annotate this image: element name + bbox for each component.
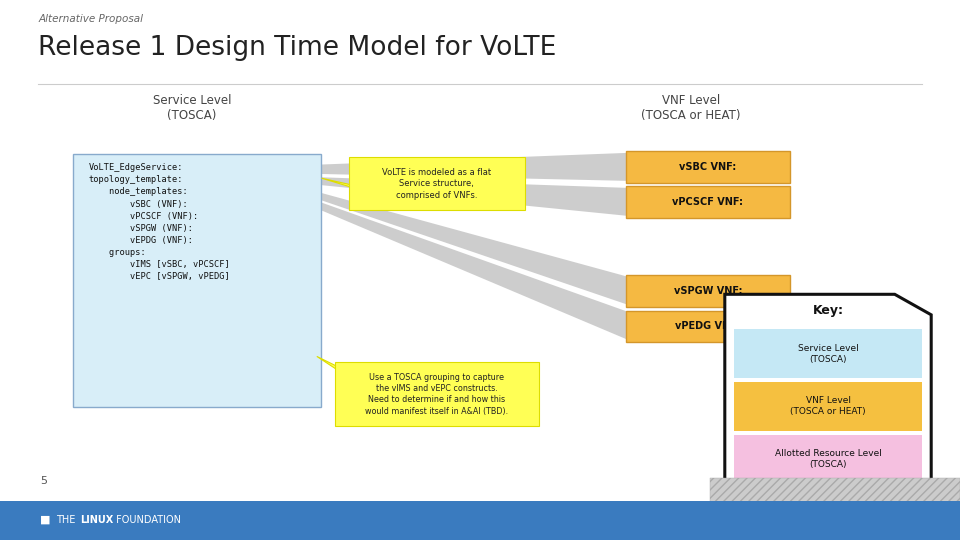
FancyBboxPatch shape bbox=[626, 151, 790, 183]
Polygon shape bbox=[317, 192, 629, 305]
Polygon shape bbox=[317, 356, 454, 424]
Text: Alternative Proposal: Alternative Proposal bbox=[38, 14, 143, 24]
Polygon shape bbox=[317, 177, 629, 216]
Text: Key:: Key: bbox=[812, 304, 844, 317]
Text: VNF Level
(TOSCA or HEAT): VNF Level (TOSCA or HEAT) bbox=[790, 396, 866, 416]
Text: vPEDG VNF:: vPEDG VNF: bbox=[676, 321, 740, 331]
Polygon shape bbox=[317, 153, 629, 181]
Polygon shape bbox=[725, 294, 931, 489]
Polygon shape bbox=[322, 178, 454, 208]
FancyBboxPatch shape bbox=[349, 157, 524, 210]
FancyBboxPatch shape bbox=[626, 186, 790, 218]
Text: Service Level
(TOSCA): Service Level (TOSCA) bbox=[798, 343, 858, 363]
Text: VoLTE is modeled as a flat
Service structure,
comprised of VNFs.: VoLTE is modeled as a flat Service struc… bbox=[382, 167, 492, 200]
Bar bbox=[0, 501, 960, 540]
Text: vSBC VNF:: vSBC VNF: bbox=[680, 162, 736, 172]
FancyBboxPatch shape bbox=[626, 275, 790, 307]
Text: vPCSCF VNF:: vPCSCF VNF: bbox=[673, 197, 743, 207]
Text: ■: ■ bbox=[40, 515, 51, 525]
FancyBboxPatch shape bbox=[335, 362, 540, 426]
Text: Use a TOSCA grouping to capture
the vIMS and vEPC constructs.
Need to determine : Use a TOSCA grouping to capture the vIMS… bbox=[365, 373, 509, 416]
Polygon shape bbox=[317, 201, 629, 340]
Bar bbox=[710, 478, 960, 540]
FancyBboxPatch shape bbox=[73, 154, 321, 407]
FancyBboxPatch shape bbox=[734, 435, 922, 483]
FancyBboxPatch shape bbox=[626, 310, 790, 342]
Text: Service Level
(TOSCA): Service Level (TOSCA) bbox=[153, 94, 231, 123]
Text: vSPGW VNF:: vSPGW VNF: bbox=[674, 286, 742, 296]
FancyBboxPatch shape bbox=[734, 382, 922, 430]
Text: LINUX: LINUX bbox=[80, 515, 113, 525]
Text: FOUNDATION: FOUNDATION bbox=[113, 515, 181, 525]
Text: Allotted Resource Level
(TOSCA): Allotted Resource Level (TOSCA) bbox=[775, 449, 881, 469]
FancyBboxPatch shape bbox=[734, 329, 922, 378]
Text: 5: 5 bbox=[40, 476, 47, 486]
Text: Release 1 Design Time Model for VoLTE: Release 1 Design Time Model for VoLTE bbox=[38, 35, 557, 61]
Text: THE: THE bbox=[56, 515, 78, 525]
Text: VoLTE_EdgeService:
topology_template:
    node_templates:
        vSBC (VNF):
  : VoLTE_EdgeService: topology_template: no… bbox=[88, 163, 230, 281]
Text: VNF Level
(TOSCA or HEAT): VNF Level (TOSCA or HEAT) bbox=[641, 94, 741, 123]
